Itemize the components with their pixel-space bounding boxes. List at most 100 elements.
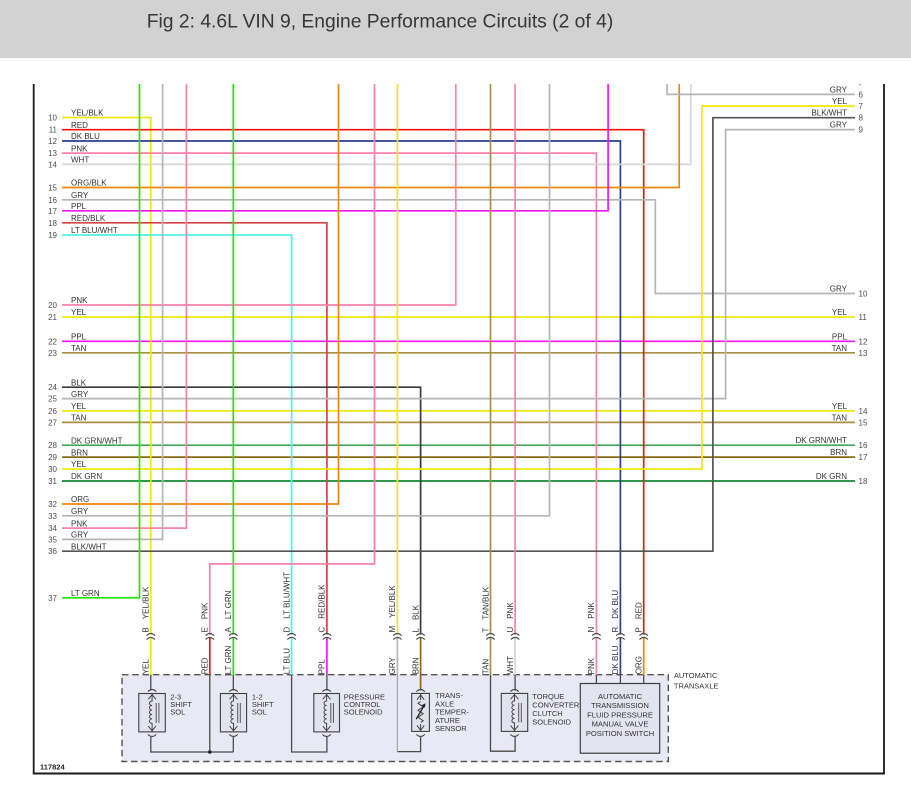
svg-text:10: 10 [48,114,57,123]
svg-text:12: 12 [859,337,868,346]
svg-text:33: 33 [48,512,57,521]
svg-text:LT BLU/WHT: LT BLU/WHT [71,226,118,235]
svg-text:PPL: PPL [832,332,848,341]
svg-text:LT GRN: LT GRN [71,589,100,598]
svg-text:PPL: PPL [71,333,87,342]
svg-text:16: 16 [48,196,57,205]
svg-text:35: 35 [48,535,57,544]
svg-text:15: 15 [859,418,868,427]
svg-text:25: 25 [48,395,57,404]
svg-text:CLUTCH: CLUTCH [532,709,562,718]
svg-text:GRY: GRY [71,390,89,399]
svg-text:1-2: 1-2 [252,693,263,702]
svg-text:TAN: TAN [832,344,848,353]
svg-text:E PNK: E PNK [201,602,210,632]
svg-text:TAN: TAN [832,413,848,422]
svg-text:GRY: GRY [71,507,89,516]
svg-text:PNK: PNK [71,144,88,153]
svg-text:PRESSURE: PRESSURE [344,693,385,702]
svg-text:21: 21 [48,313,57,322]
svg-text:10: 10 [859,290,868,299]
svg-text:13: 13 [48,149,57,158]
svg-text:17: 17 [48,207,57,216]
svg-text:LT GRN: LT GRN [224,645,233,674]
svg-text:AUTOMATIC: AUTOMATIC [674,671,718,680]
svg-text:Fig 2: 4.6L VIN 9, Engine Perf: Fig 2: 4.6L VIN 9, Engine Performance Ci… [147,12,614,33]
svg-text:YEL: YEL [832,308,848,317]
svg-text:TAN: TAN [71,414,87,423]
svg-text:C RED/BLK: C RED/BLK [318,584,327,633]
svg-text:YEL/BLK: YEL/BLK [71,109,104,118]
svg-text:BLK: BLK [71,378,87,387]
svg-text:27: 27 [48,418,57,427]
svg-text:T TAN/BLK: T TAN/BLK [481,586,490,632]
svg-text:CONVERTER: CONVERTER [532,701,580,710]
svg-text:ATURE: ATURE [435,716,460,725]
svg-text:AUTOMATIC: AUTOMATIC [598,692,643,701]
svg-text:YEL: YEL [71,460,87,469]
svg-text:D LT BLU/WHT: D LT BLU/WHT [282,572,291,633]
svg-text:YEL: YEL [142,659,151,675]
svg-text:A LT GRN: A LT GRN [224,590,233,632]
svg-text:YEL: YEL [71,308,87,317]
svg-text:BLK/WHT: BLK/WHT [811,109,847,118]
svg-text:6: 6 [859,90,864,99]
svg-text:SHIFT: SHIFT [170,700,192,709]
svg-text:36: 36 [48,547,57,556]
svg-text:8: 8 [859,114,864,123]
svg-text:34: 34 [48,524,57,533]
svg-text:RED/BLK: RED/BLK [71,214,106,223]
svg-text:DK GRN/WHT: DK GRN/WHT [71,436,123,445]
svg-text:19: 19 [48,231,57,240]
svg-text:18: 18 [859,477,868,486]
svg-text:TAN: TAN [71,344,87,353]
svg-text:2-3: 2-3 [170,693,181,702]
svg-text:DK GRN: DK GRN [816,472,847,481]
svg-text:MANUAL VALVE: MANUAL VALVE [592,720,649,729]
svg-text:RED: RED [201,657,210,674]
svg-text:N PNK: N PNK [587,602,596,633]
svg-text:TRANSMISSION: TRANSMISSION [591,701,649,710]
svg-text:16: 16 [859,441,868,450]
svg-text:117824: 117824 [40,763,65,772]
svg-text:14: 14 [859,407,868,416]
svg-text:BRN: BRN [411,657,420,674]
svg-text:R DK BLU: R DK BLU [611,590,620,633]
svg-text:GRY: GRY [71,191,89,200]
svg-text:L BLK: L BLK [411,604,420,632]
svg-text:32: 32 [48,500,57,509]
svg-text:ORG: ORG [635,656,644,674]
svg-text:30: 30 [48,465,57,474]
svg-text:24: 24 [48,383,57,392]
svg-text:YEL: YEL [832,97,848,106]
svg-text:SENSOR: SENSOR [435,724,467,733]
svg-text:BRN: BRN [71,448,88,457]
svg-text:DK BLU: DK BLU [71,132,100,141]
svg-text:22: 22 [48,337,57,346]
svg-text:17: 17 [859,453,868,462]
svg-text:PNK: PNK [71,296,88,305]
svg-text:TRANSAXLE: TRANSAXLE [674,681,719,690]
svg-text:YEL: YEL [832,402,848,411]
svg-text:DK GRN/WHT: DK GRN/WHT [795,436,847,445]
svg-text:31: 31 [48,477,57,486]
svg-text:POSITION SWITCH: POSITION SWITCH [586,729,654,738]
svg-text:U PNK: U PNK [506,602,515,633]
svg-text:29: 29 [48,453,57,462]
svg-text:M YEL/BLK: M YEL/BLK [388,585,397,633]
svg-text:CONTROL: CONTROL [344,700,381,709]
svg-text:ORG/BLK: ORG/BLK [71,179,107,188]
svg-text:GRY: GRY [71,531,89,540]
svg-text:TAN: TAN [481,659,490,675]
svg-text:26: 26 [48,407,57,416]
svg-text:FLUID PRESSURE: FLUID PRESSURE [587,710,653,719]
svg-text:13: 13 [859,349,868,358]
svg-text:PPL: PPL [71,202,87,211]
svg-text:GRY: GRY [830,85,848,94]
svg-text:BLK/WHT: BLK/WHT [71,542,107,551]
svg-text:SOL: SOL [252,708,267,717]
svg-text:DK GRN: DK GRN [71,472,102,481]
svg-text:AXLE: AXLE [435,699,454,708]
svg-text:LT BLU: LT BLU [282,648,291,675]
svg-text:28: 28 [48,441,57,450]
